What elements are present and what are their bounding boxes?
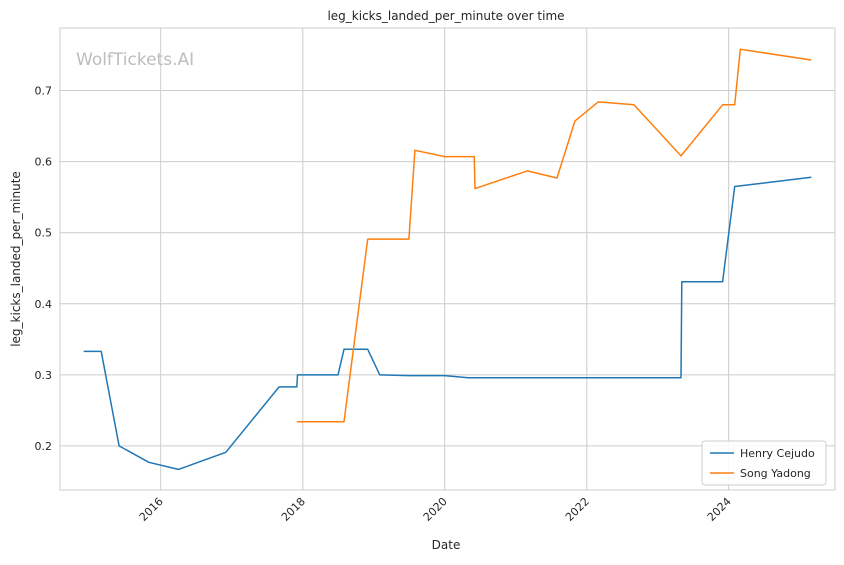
legend-label: Song Yadong: [740, 467, 811, 480]
y-tick-label: 0.5: [35, 227, 53, 240]
series-line-song-yadong: [296, 48, 812, 423]
y-axis-label: leg_kicks_landed_per_minute: [9, 171, 23, 347]
chart-title: leg_kicks_landed_per_minute over time: [327, 9, 564, 23]
y-tick-label: 0.6: [35, 156, 53, 169]
legend-label: Henry Cejudo: [740, 447, 815, 460]
y-tick-label: 0.4: [35, 298, 53, 311]
series-lines: [83, 48, 812, 471]
plot-area-frame: [59, 27, 836, 491]
series-line-henry-cejudo: [83, 176, 812, 471]
x-tick-label: 2020: [421, 495, 450, 524]
x-tick-label: 2022: [563, 495, 592, 524]
y-tick-label: 0.7: [35, 85, 53, 98]
legend-box: [701, 440, 827, 486]
y-tick-label: 0.3: [35, 369, 53, 382]
x-axis-label: Date: [432, 538, 461, 552]
grid-lines: [60, 28, 835, 490]
legend: Henry Cejudo Song Yadong: [701, 440, 827, 486]
x-tick-label: 2018: [279, 495, 308, 524]
x-tick-label: 2024: [705, 495, 734, 524]
watermark: WolfTickets.AI: [76, 50, 194, 70]
y-tick-label: 0.2: [35, 440, 53, 453]
x-tick-label: 2016: [137, 495, 166, 524]
